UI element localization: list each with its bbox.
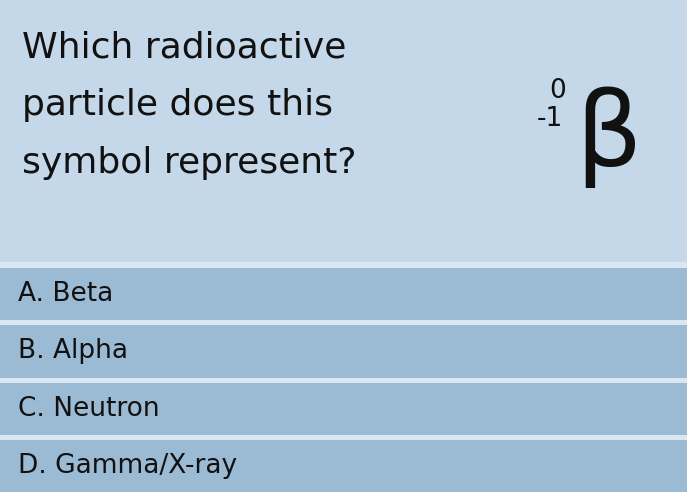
Text: symbol represent?: symbol represent? — [22, 146, 357, 180]
Text: B. Alpha: B. Alpha — [18, 338, 128, 365]
Text: A. Beta: A. Beta — [18, 281, 113, 307]
FancyBboxPatch shape — [0, 325, 687, 377]
Text: -1: -1 — [537, 106, 563, 132]
Text: β: β — [575, 86, 642, 187]
FancyBboxPatch shape — [0, 440, 687, 492]
Text: C. Neutron: C. Neutron — [18, 396, 159, 422]
FancyBboxPatch shape — [0, 382, 687, 435]
Text: particle does this: particle does this — [22, 88, 333, 122]
Text: 0: 0 — [549, 78, 566, 104]
FancyBboxPatch shape — [0, 268, 687, 320]
Text: D. Gamma/X-ray: D. Gamma/X-ray — [18, 453, 237, 479]
Text: Which radioactive: Which radioactive — [22, 30, 346, 64]
FancyBboxPatch shape — [0, 0, 687, 262]
